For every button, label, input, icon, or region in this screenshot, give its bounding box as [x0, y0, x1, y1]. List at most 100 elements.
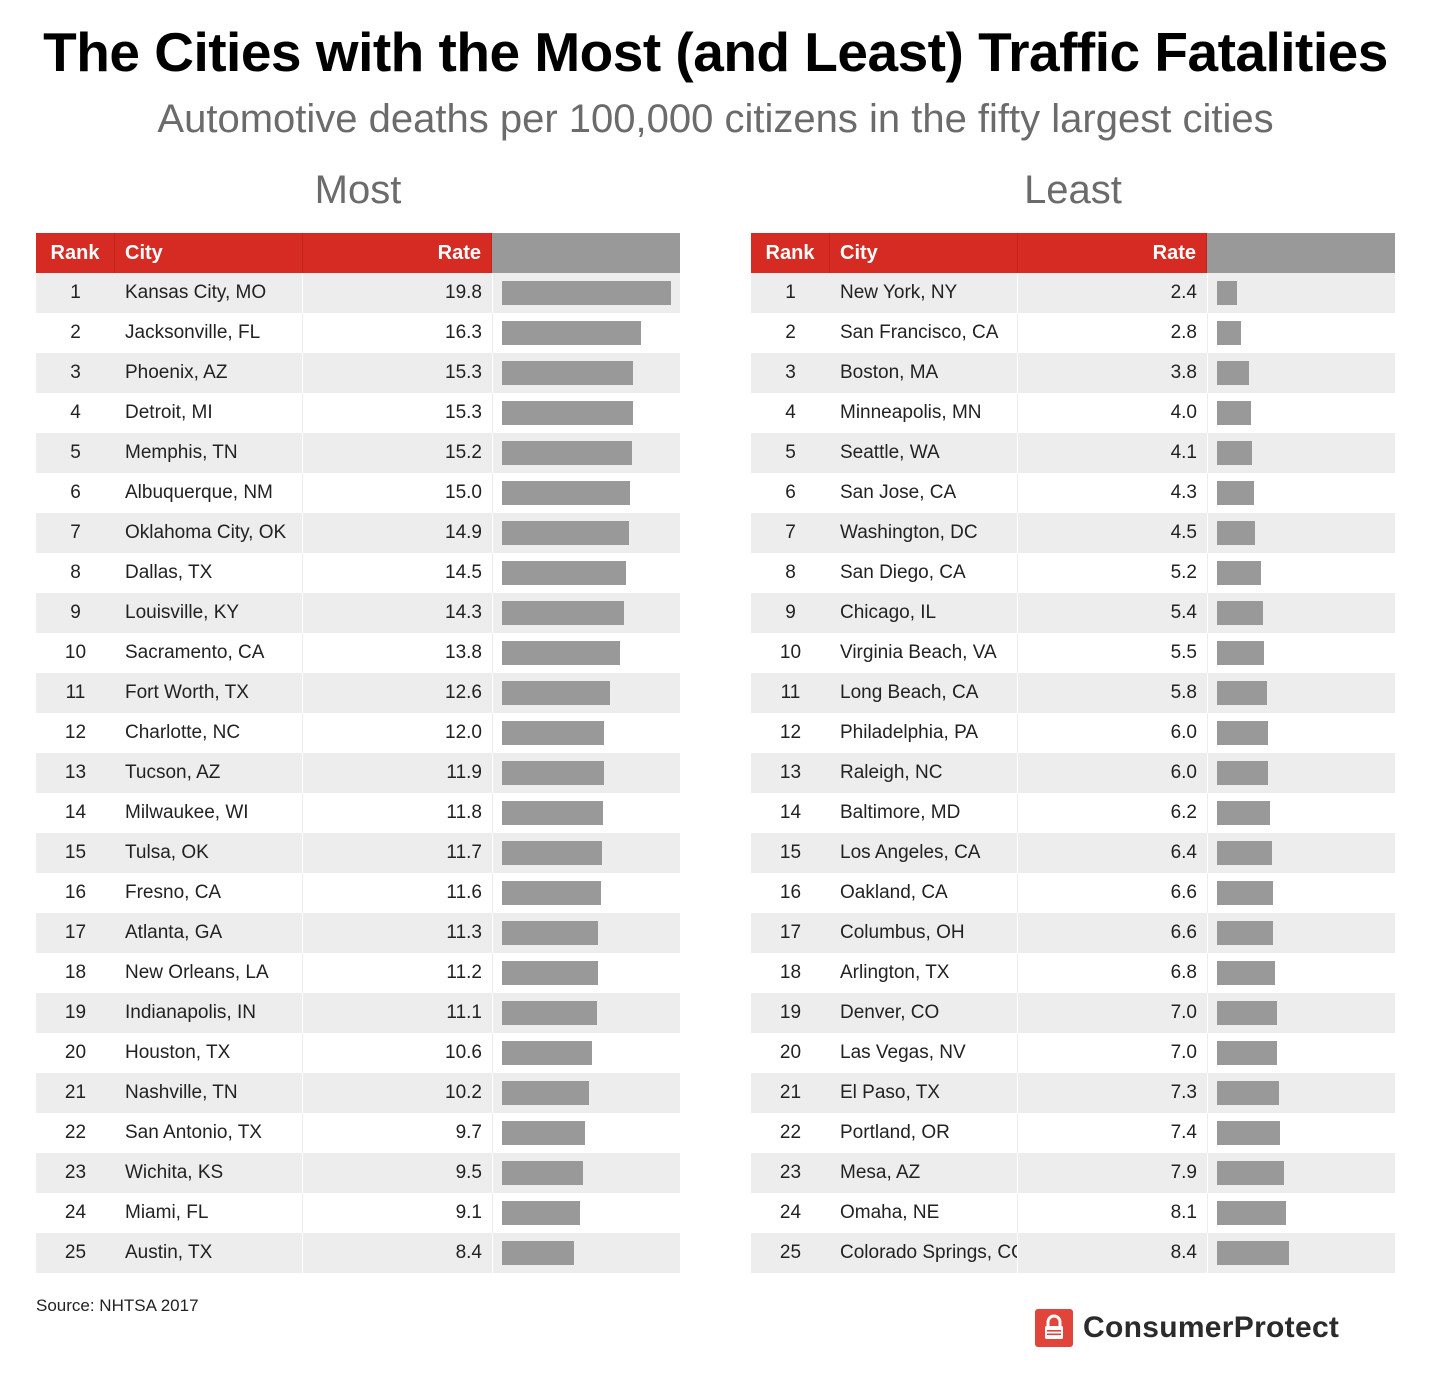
- city-cell: Chicago, IL: [830, 593, 1018, 633]
- rank-cell: 14: [64, 802, 87, 823]
- rate-bar: [502, 321, 641, 345]
- table-row: 9 Louisville, KY 14.3: [36, 593, 680, 633]
- most-panel: Most Rank City Rate 1 Kansas City, MO 19.8…: [36, 165, 680, 1273]
- bar-cell: [492, 953, 680, 993]
- rate-bar: [502, 441, 632, 465]
- table-row: 11 Long Beach, CA 5.8: [751, 673, 1395, 713]
- table-row: 10 Virginia Beach, VA 5.5: [751, 633, 1395, 673]
- table-row: 12 Charlotte, NC 12.0: [36, 713, 680, 753]
- rate-bar: [502, 921, 598, 945]
- bar-header: [1207, 233, 1395, 273]
- rate-bar: [502, 961, 598, 985]
- city-cell: Fort Worth, TX: [115, 673, 303, 713]
- city-cell: Nashville, TN: [115, 1073, 303, 1113]
- rate-bar: [1217, 361, 1249, 385]
- rate-bar: [1217, 1201, 1286, 1225]
- consumerprotect-logo: ConsumerProtect: [1035, 1309, 1339, 1347]
- rate-cell: 8.4: [455, 1242, 482, 1263]
- city-cell: El Paso, TX: [830, 1073, 1018, 1113]
- rate-cell: 8.4: [1170, 1242, 1197, 1263]
- rate-cell: 6.0: [1170, 762, 1197, 783]
- most-table-header: Rank City Rate: [36, 233, 680, 273]
- table-row: 8 San Diego, CA 5.2: [751, 553, 1395, 593]
- city-cell: Indianapolis, IN: [115, 993, 303, 1033]
- city-cell: Oklahoma City, OK: [115, 513, 303, 553]
- city-cell: New York, NY: [830, 273, 1018, 313]
- rank-cell: 17: [64, 922, 87, 943]
- rate-bar: [502, 1201, 580, 1225]
- table-row: 13 Raleigh, NC 6.0: [751, 753, 1395, 793]
- rate-cell: 9.5: [455, 1162, 482, 1183]
- bar-cell: [492, 1153, 680, 1193]
- rate-bar: [1217, 321, 1241, 345]
- rate-bar: [1217, 801, 1270, 825]
- rate-cell: 6.6: [1170, 882, 1197, 903]
- bar-cell: [1207, 673, 1395, 713]
- rank-cell: 16: [779, 882, 802, 903]
- rate-cell: 2.4: [1170, 282, 1197, 303]
- bar-cell: [1207, 793, 1395, 833]
- rate-bar: [502, 841, 602, 865]
- rank-cell: 12: [779, 722, 802, 743]
- rate-cell: 14.5: [445, 562, 482, 583]
- rank-cell: 19: [64, 1002, 87, 1023]
- city-cell: Raleigh, NC: [830, 753, 1018, 793]
- rate-cell: 3.8: [1170, 362, 1197, 383]
- bar-cell: [1207, 473, 1395, 513]
- bar-cell: [1207, 993, 1395, 1033]
- rate-bar: [1217, 881, 1273, 905]
- rank-cell: 14: [779, 802, 802, 823]
- rate-bar: [1217, 481, 1254, 505]
- table-row: 8 Dallas, TX 14.5: [36, 553, 680, 593]
- city-cell: San Francisco, CA: [830, 313, 1018, 353]
- rank-cell: 24: [779, 1202, 802, 1223]
- rate-bar: [1217, 601, 1263, 625]
- city-cell: Houston, TX: [115, 1033, 303, 1073]
- city-cell: Phoenix, AZ: [115, 353, 303, 393]
- rank-cell: 18: [779, 962, 802, 983]
- table-row: 21 Nashville, TN 10.2: [36, 1073, 680, 1113]
- rate-bar: [1217, 1161, 1284, 1185]
- rate-bar: [1217, 961, 1275, 985]
- chart-title: The Cities with the Most (and Least) Tra…: [43, 21, 1388, 83]
- rate-cell: 11.3: [446, 922, 482, 943]
- bar-cell: [492, 713, 680, 753]
- rank-cell: 11: [65, 682, 86, 703]
- city-cell: Colorado Springs, CO: [830, 1233, 1018, 1273]
- rate-cell: 11.2: [446, 962, 482, 983]
- city-cell: Dallas, TX: [115, 553, 303, 593]
- rank-cell: 25: [64, 1242, 87, 1263]
- rank-cell: 12: [64, 722, 87, 743]
- rate-cell: 11.7: [446, 842, 482, 863]
- rank-cell: 4: [785, 402, 796, 423]
- bar-cell: [1207, 513, 1395, 553]
- rate-cell: 16.3: [445, 322, 482, 343]
- rate-cell: 4.0: [1170, 402, 1197, 423]
- city-cell: Oakland, CA: [830, 873, 1018, 913]
- rank-cell: 23: [779, 1162, 802, 1183]
- table-row: 5 Seattle, WA 4.1: [751, 433, 1395, 473]
- table-row: 24 Omaha, NE 8.1: [751, 1193, 1395, 1233]
- bar-cell: [492, 1113, 680, 1153]
- rank-cell: 9: [785, 602, 796, 623]
- rate-cell: 10.2: [445, 1082, 482, 1103]
- bar-cell: [1207, 913, 1395, 953]
- rate-cell: 19.8: [445, 282, 482, 303]
- city-cell: Louisville, KY: [115, 593, 303, 633]
- rate-cell: 6.8: [1170, 962, 1197, 983]
- table-row: 14 Baltimore, MD 6.2: [751, 793, 1395, 833]
- rate-bar: [1217, 1041, 1277, 1065]
- city-cell: Tucson, AZ: [115, 753, 303, 793]
- bar-cell: [492, 1193, 680, 1233]
- rate-bar: [502, 801, 603, 825]
- rank-cell: 6: [70, 482, 81, 503]
- rate-bar: [502, 521, 629, 545]
- city-cell: Washington, DC: [830, 513, 1018, 553]
- rate-cell: 12.6: [445, 682, 482, 703]
- least-table-body: 1 New York, NY 2.4 2 San Francisco, CA 2.8 3 Bo…: [751, 273, 1395, 1273]
- table-row: 1 Kansas City, MO 19.8: [36, 273, 680, 313]
- table-row: 10 Sacramento, CA 13.8: [36, 633, 680, 673]
- rate-header: Rate: [1018, 233, 1207, 273]
- rate-cell: 14.9: [445, 522, 482, 543]
- rank-cell: 4: [70, 402, 81, 423]
